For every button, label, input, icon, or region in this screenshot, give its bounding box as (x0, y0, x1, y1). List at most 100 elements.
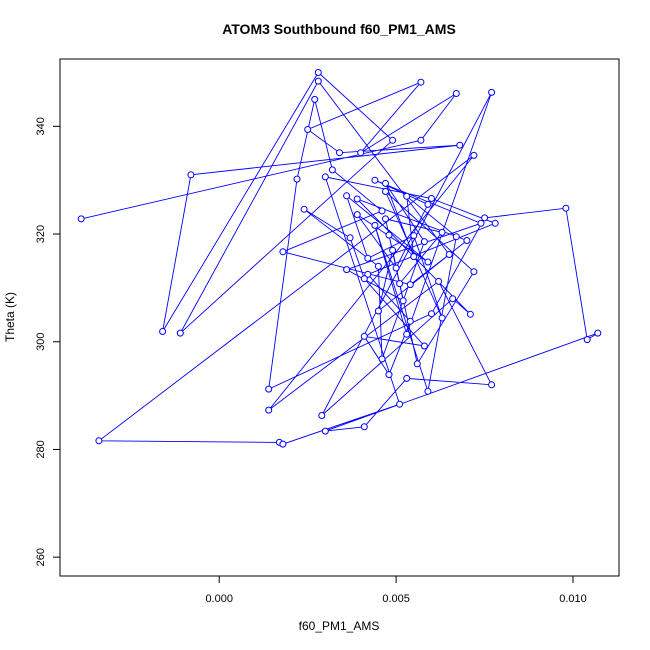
data-point (353, 211, 361, 219)
data-point (438, 314, 446, 322)
data-point (371, 221, 379, 229)
data-point (293, 175, 301, 183)
data-point (357, 149, 365, 157)
data-point (77, 215, 85, 223)
data-point (438, 228, 446, 236)
data-point (491, 219, 499, 227)
data-point (371, 176, 379, 184)
x-tick-label: 0.010 (559, 593, 587, 605)
data-point (304, 126, 312, 133)
data-point (382, 188, 389, 195)
data-point (399, 297, 407, 305)
y-tick-label: 320 (35, 225, 47, 243)
y-tick-label: 340 (35, 117, 47, 135)
data-point (583, 336, 591, 344)
data-point (328, 166, 336, 174)
data-point (456, 141, 464, 149)
data-point (378, 355, 386, 363)
data-point (176, 329, 184, 337)
data-point (360, 275, 368, 283)
data-point (343, 266, 351, 274)
data-point (314, 77, 322, 85)
data-point (445, 251, 453, 258)
data-point (374, 262, 382, 270)
data-point (385, 371, 393, 379)
data-point (428, 195, 435, 202)
y-axis-label: Theta (K) (3, 292, 17, 342)
data-point (318, 412, 326, 419)
x-axis-label: f60_PM1_AMS (299, 619, 380, 633)
data-point (382, 215, 389, 223)
data-point (452, 233, 460, 241)
data-point (417, 78, 425, 86)
data-point (470, 151, 478, 159)
data-point (321, 173, 329, 181)
data-point (265, 406, 273, 414)
data-point (336, 149, 343, 157)
data-point (428, 310, 435, 318)
data-point (300, 205, 308, 213)
data-point (396, 400, 404, 408)
data-point (420, 238, 428, 246)
data-point (410, 232, 418, 240)
plot-area (59, 58, 620, 577)
y-tick-label: 280 (35, 440, 47, 458)
data-point (343, 192, 351, 200)
data-point (389, 246, 397, 254)
data-point (374, 307, 382, 315)
data-point (420, 342, 428, 350)
x-tick-label: 0.005 (382, 593, 410, 605)
data-point (360, 423, 368, 431)
data-point (360, 332, 368, 340)
data-point (403, 192, 411, 200)
data-point (314, 69, 322, 76)
data-point (392, 264, 400, 272)
y-axis: 260 280 300 320 340 (35, 117, 60, 566)
data-point (406, 281, 414, 289)
x-axis: 0.000 0.005 0.010 (205, 576, 587, 605)
data-point (353, 195, 361, 203)
data-point (488, 88, 496, 96)
data-series (77, 69, 602, 448)
data-point (378, 207, 386, 215)
data-point (346, 234, 354, 242)
data-point (321, 427, 329, 435)
data-point (187, 171, 195, 179)
y-tick-label: 260 (35, 548, 47, 566)
data-point (311, 95, 319, 103)
data-point (389, 136, 397, 144)
data-point (488, 381, 496, 389)
data-point (463, 237, 471, 244)
data-point (403, 330, 411, 338)
data-point (279, 248, 287, 256)
data-point (481, 214, 489, 222)
data-point (265, 385, 273, 393)
data-point (364, 254, 372, 262)
data-point (382, 179, 389, 187)
data-point (435, 277, 443, 285)
data-point (413, 360, 421, 368)
data-point (403, 374, 411, 382)
data-point (424, 387, 432, 395)
x-tick-label: 0.000 (205, 593, 233, 605)
data-point (562, 204, 570, 212)
data-point (424, 200, 432, 208)
data-point (449, 295, 457, 303)
data-point (410, 253, 418, 261)
chart-title: ATOM3 Southbound f60_PM1_AMS (222, 21, 456, 37)
data-point (424, 258, 432, 266)
data-point (396, 280, 404, 288)
data-point (470, 268, 478, 276)
data-point (594, 329, 602, 337)
data-point (452, 90, 460, 97)
y-tick-label: 300 (35, 333, 47, 351)
data-point (417, 136, 425, 144)
data-point (406, 317, 414, 325)
data-point (385, 231, 393, 239)
data-point (466, 310, 474, 318)
data-point (159, 328, 167, 335)
series-line (81, 71, 599, 445)
data-point (279, 440, 287, 448)
data-point (477, 219, 485, 227)
